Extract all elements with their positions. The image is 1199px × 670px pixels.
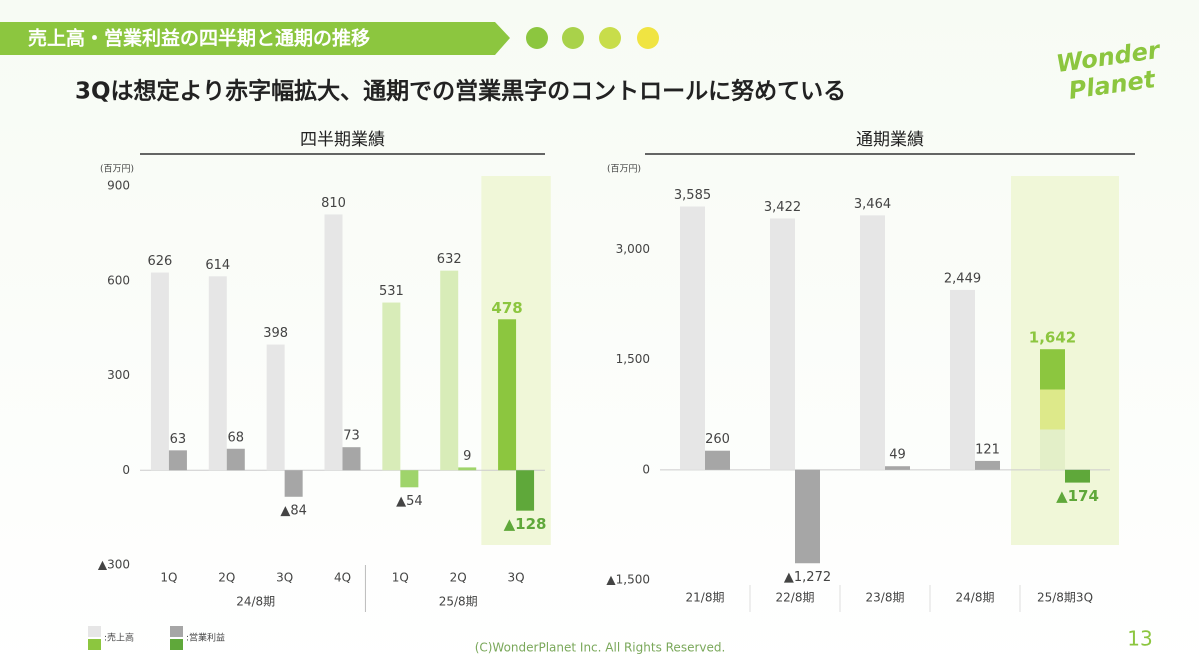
value-label: ▲1,272 (784, 570, 831, 585)
y-tick-label: 0 (642, 462, 650, 476)
legend-swatch (88, 626, 101, 637)
value-label: 2,449 (944, 271, 981, 286)
value-label: 632 (437, 252, 462, 267)
bar (226, 448, 245, 471)
value-label: ▲54 (396, 494, 423, 509)
value-label: 398 (263, 326, 288, 341)
x-tick-label: 4Q (334, 571, 351, 585)
bar (440, 270, 459, 471)
value-label: ▲128 (504, 515, 547, 533)
value-label: ▲174 (1056, 487, 1099, 505)
value-label: 121 (975, 442, 1000, 457)
value-label: 1,642 (1029, 329, 1076, 347)
value-label: 63 (170, 432, 187, 447)
value-label: 9 (463, 449, 471, 464)
x-tick-label: 3Q (508, 571, 525, 585)
value-label: 626 (148, 254, 173, 269)
value-label: ▲84 (280, 503, 307, 518)
y-tick-label: 1,500 (616, 352, 650, 366)
value-label: 3,585 (674, 188, 711, 203)
bar (795, 469, 820, 564)
x-tick-label: 22/8期 (776, 591, 815, 605)
y-tick-label: ▲300 (98, 558, 130, 572)
y-tick-label: 900 (107, 179, 130, 193)
value-label: 3,464 (854, 197, 891, 212)
dot (599, 27, 621, 49)
legend-label: :営業利益 (186, 632, 225, 644)
bar (975, 460, 1000, 470)
x-tick-label: 24/8期 (956, 591, 995, 605)
bar (680, 206, 705, 470)
title-banner (0, 22, 510, 55)
bar (400, 470, 419, 488)
value-label: 531 (379, 284, 404, 299)
x-tick-label: 1Q (160, 571, 177, 585)
x-tick-label: 23/8期 (866, 591, 905, 605)
y-tick-label: 3,000 (616, 242, 650, 256)
bar (208, 276, 227, 471)
legend-swatch (170, 639, 183, 650)
subtitle: 3Qは想定より赤字幅拡大、通期での営業黒字のコントロールに努めている (75, 78, 846, 105)
value-label: 614 (205, 258, 230, 273)
bar (885, 466, 910, 470)
value-label: 73 (343, 429, 360, 444)
bar (284, 470, 303, 497)
value-label: 49 (889, 448, 906, 463)
bar (770, 218, 795, 470)
value-label: 478 (491, 299, 522, 317)
bar (498, 319, 517, 471)
group-label: 25/8期 (439, 595, 478, 609)
bar (342, 447, 361, 471)
bar (266, 344, 285, 471)
value-label: 260 (705, 432, 730, 447)
y-tick-label: ▲1,500 (606, 573, 650, 587)
chart-title: 通期業績 (856, 130, 924, 150)
y-tick-label: 600 (107, 273, 130, 287)
chart-title: 四半期業績 (300, 130, 385, 150)
bar (516, 470, 535, 511)
y-tick-label: 300 (107, 368, 130, 382)
x-tick-label: 2Q (450, 571, 467, 585)
dot (562, 27, 584, 49)
bar (382, 302, 401, 471)
bar (860, 215, 885, 470)
bar (1065, 469, 1090, 483)
value-label: 68 (228, 430, 245, 445)
bar (168, 450, 187, 471)
slide-title: 売上高・営業利益の四半期と通期の推移 (28, 27, 370, 50)
bar (150, 272, 169, 471)
bar (324, 214, 343, 471)
bar (1040, 349, 1065, 470)
bar (950, 289, 975, 470)
bar (458, 467, 477, 471)
legend-label: :売上高 (104, 632, 134, 644)
legend-swatch (88, 639, 101, 650)
x-tick-label: 25/8期3Q (1037, 591, 1093, 605)
dot (526, 27, 548, 49)
legend-swatch (170, 626, 183, 637)
page-number: 13 (1127, 627, 1152, 651)
value-label: 810 (321, 196, 346, 211)
dot (637, 27, 659, 49)
copyright: (C)WonderPlanet Inc. All Rights Reserved… (475, 641, 726, 655)
bar (705, 450, 730, 470)
value-label: 3,422 (764, 200, 801, 215)
x-tick-label: 1Q (392, 571, 409, 585)
unit-label: (百万円) (607, 164, 641, 175)
y-tick-label: 0 (122, 463, 130, 477)
unit-label: (百万円) (100, 164, 134, 175)
x-tick-label: 3Q (276, 571, 293, 585)
x-tick-label: 21/8期 (686, 591, 725, 605)
group-label: 24/8期 (236, 595, 275, 609)
x-tick-label: 2Q (218, 571, 235, 585)
